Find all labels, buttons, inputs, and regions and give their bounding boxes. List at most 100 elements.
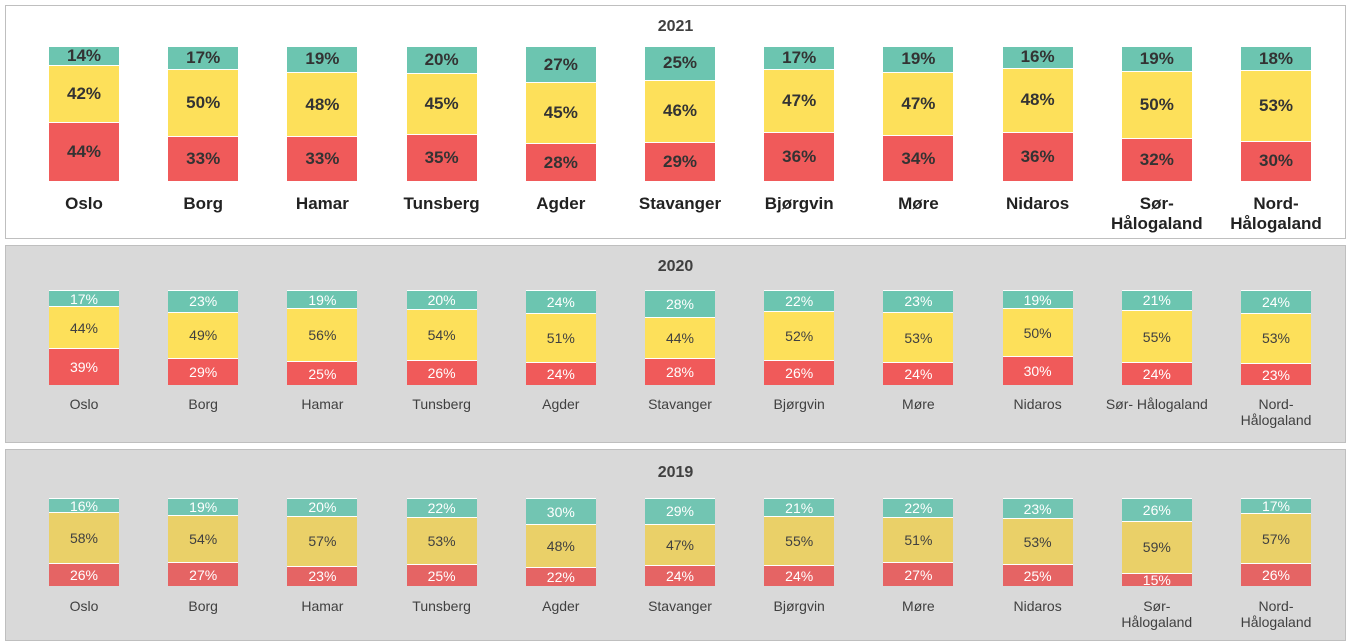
- bar-segment: 27%: [883, 562, 954, 586]
- x-tick-label: Nord- Hålogaland: [1240, 598, 1312, 631]
- x-tick-label: Oslo: [69, 598, 99, 614]
- bar-segment: 16%: [1002, 46, 1073, 68]
- bar-segment: 34%: [883, 135, 954, 181]
- bar-segment: 26%: [406, 360, 477, 385]
- bar-segment: 17%: [1241, 498, 1311, 514]
- bar-segment: 26%: [1121, 498, 1192, 521]
- x-tick-label: Agder: [542, 598, 580, 614]
- bar-segment: 39%: [49, 347, 119, 385]
- bar-segment: 17%: [49, 290, 119, 307]
- bar-segment: 25%: [287, 361, 358, 385]
- x-tick-label: Oslo: [69, 396, 99, 412]
- x-tick-label: Nidaros: [1013, 396, 1062, 412]
- x-tick-label: Hamar: [301, 396, 344, 412]
- bar-segment: 33%: [287, 136, 358, 181]
- x-tick-label: Stavanger: [648, 396, 712, 412]
- bar-segment: 54%: [168, 514, 239, 563]
- bar-segment: 30%: [525, 498, 596, 525]
- x-tick-label: Tunsberg: [412, 598, 471, 614]
- x-tick-label: Nidaros: [1005, 194, 1070, 213]
- bar-segment: 48%: [525, 524, 596, 567]
- bar-segment: 19%: [1121, 46, 1192, 72]
- bar-segment: 19%: [883, 46, 954, 72]
- x-tick-label: Sør- Hålogaland: [1121, 598, 1193, 631]
- x-tick-label: Bjørgvin: [764, 194, 834, 213]
- bar-segment: 50%: [1002, 308, 1073, 357]
- bar-segment: 29%: [168, 357, 239, 385]
- bar-segment: 51%: [883, 517, 954, 563]
- bar-segment: 28%: [645, 358, 715, 385]
- bar-segment: 24%: [1121, 362, 1192, 385]
- x-tick-label: Agder: [542, 396, 580, 412]
- bar-segment: 46%: [645, 79, 715, 142]
- x-tick-label: Nord- Hålogaland: [1240, 396, 1312, 429]
- bar-segment: 26%: [764, 360, 835, 385]
- bar-segment: 23%: [287, 565, 358, 586]
- bar-segment: 58%: [49, 512, 119, 564]
- x-tick-label: Nidaros: [1013, 598, 1062, 614]
- chart-title: 2020: [657, 258, 694, 275]
- bar-segment: 49%: [168, 311, 239, 358]
- x-tick-label: Bjørgvin: [773, 396, 825, 412]
- bar-segment: 14%: [49, 46, 119, 65]
- bar-segment: 30%: [1241, 140, 1311, 181]
- bar-segment: 44%: [645, 316, 715, 359]
- bar-segment: 50%: [1121, 71, 1192, 139]
- bar-segment: 16%: [49, 498, 119, 514]
- x-tick-label: Bjørgvin: [773, 598, 825, 614]
- bar-segment: 24%: [883, 362, 954, 385]
- bar-segment: 57%: [1241, 512, 1311, 564]
- bar-segment: 55%: [764, 516, 835, 565]
- bar-segment: 24%: [525, 361, 596, 385]
- bar-segment: 53%: [1241, 312, 1311, 364]
- bar-segment: 47%: [645, 523, 715, 565]
- bar-segment: 19%: [168, 498, 239, 515]
- x-tick-label: Borg: [188, 598, 218, 614]
- bar-segment: 47%: [764, 68, 835, 133]
- bar-segment: 51%: [525, 313, 596, 362]
- bar-segment: 25%: [1002, 564, 1073, 586]
- bar-segment: 22%: [883, 498, 954, 518]
- bar-segment: 45%: [525, 82, 596, 144]
- bar-segment: 22%: [525, 566, 596, 586]
- bar-segment: 15%: [1121, 572, 1192, 588]
- bar-segment: 22%: [764, 290, 835, 311]
- chart-title: 2021: [657, 18, 694, 35]
- bar-segment: 54%: [406, 309, 477, 361]
- bar-segment: 44%: [49, 121, 119, 181]
- bar-segment: 28%: [645, 290, 715, 317]
- bar-segment: 42%: [49, 64, 119, 122]
- bar-segment: 53%: [1241, 70, 1311, 141]
- x-tick-label: Oslo: [65, 194, 103, 213]
- x-tick-label: Agder: [536, 194, 586, 213]
- bar-segment: 32%: [1121, 138, 1192, 181]
- chart-title: 2019: [657, 464, 694, 481]
- x-tick-label: Tunsberg: [403, 194, 480, 213]
- chart-panel: 2020 Oslo 39% 44% 17% Borg 29% 49% 23% Hamar 25% 56…: [5, 245, 1346, 443]
- bar-segment: 30%: [1002, 356, 1073, 385]
- chart-panel: 2021 Oslo 44% 42% 14% Borg 33% 50% 17% Hamar 33% 48…: [5, 5, 1346, 239]
- bar-segment: 55%: [1121, 309, 1192, 363]
- bar-segment: 23%: [1241, 363, 1311, 385]
- bar-segment: 21%: [764, 498, 835, 517]
- bar-segment: 22%: [406, 498, 477, 518]
- bar-segment: 24%: [764, 564, 835, 586]
- bar-segment: 17%: [168, 46, 239, 69]
- bar-segment: 23%: [883, 290, 954, 312]
- bar-segment: 52%: [764, 310, 835, 361]
- bar-segment: 59%: [1121, 520, 1192, 573]
- x-tick-label: Nord- Hålogaland: [1230, 194, 1322, 233]
- bar-segment: 53%: [406, 517, 477, 564]
- x-tick-label: Tunsberg: [412, 396, 471, 412]
- bar-segment: 36%: [1002, 132, 1073, 181]
- bar-segment: 29%: [645, 141, 715, 181]
- bar-segment: 20%: [406, 290, 477, 309]
- bar-segment: 56%: [287, 308, 358, 362]
- bar-segment: 36%: [764, 132, 835, 181]
- bar-segment: 20%: [287, 498, 358, 516]
- bar-segment: 19%: [287, 46, 358, 72]
- bar-segment: 19%: [287, 290, 358, 309]
- bar-segment: 25%: [406, 564, 477, 586]
- x-tick-label: Møre: [898, 194, 939, 213]
